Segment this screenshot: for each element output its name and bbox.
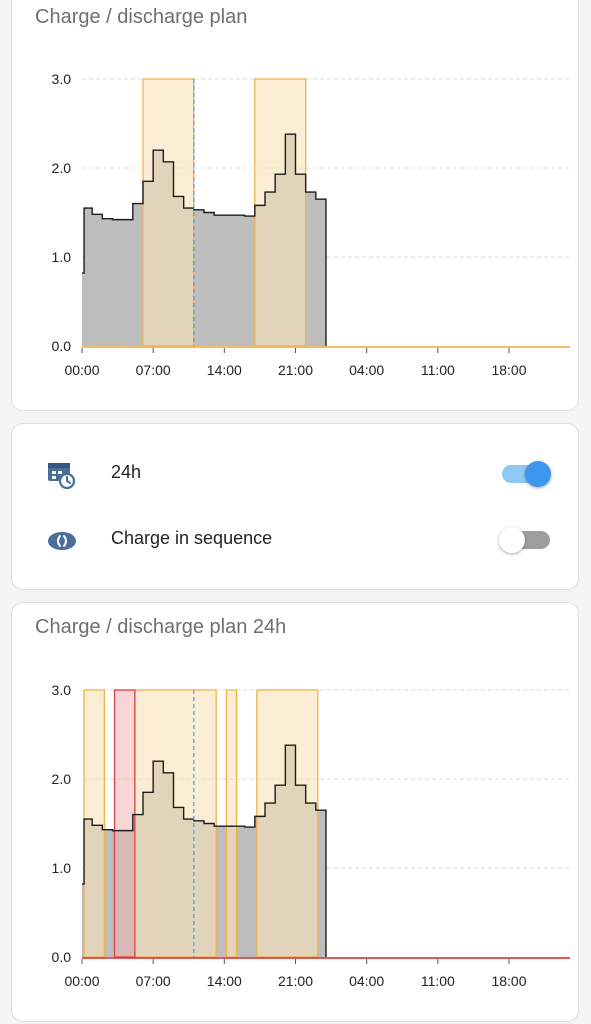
x-tick-label: 21:00	[278, 973, 313, 989]
toggle-24h[interactable]	[499, 459, 553, 489]
charge-discharge-chart: 0.0 1.0 2.0 3.0 00:00 07:00 14:00 21:00 04:00 11:…	[52, 71, 570, 378]
y-tick-label: 0.0	[52, 338, 72, 354]
toggle-knob	[525, 461, 551, 487]
charge-window-bar	[134, 689, 217, 958]
plan-24h-card: Charge / discharge plan 24h 0.0 1.0 2.0 3.0…	[11, 602, 579, 1022]
x-tick-label: 11:00	[421, 362, 455, 378]
toggle-knob	[499, 527, 525, 553]
plan-card: Charge / discharge plan 0.0 1.0 2.0 3.0 00:0…	[11, 0, 579, 411]
charge-window-bar	[254, 78, 307, 347]
consumption-line	[82, 133, 327, 346]
y-tick-label: 2.0	[52, 771, 72, 787]
card-title: Charge / discharge plan	[35, 6, 248, 28]
calendar-clock-icon	[46, 459, 78, 491]
x-tick-label: 04:00	[349, 973, 384, 989]
y-tick-label: 2.0	[52, 160, 72, 176]
consumption-line	[82, 744, 327, 957]
y-tick-label: 1.0	[52, 249, 72, 265]
x-tick-label: 18:00	[491, 362, 526, 378]
card-title: Charge / discharge plan 24h	[35, 616, 287, 638]
x-tick-label: 11:00	[421, 973, 455, 989]
x-tick-label: 04:00	[349, 362, 384, 378]
y-tick-label: 3.0	[52, 71, 72, 87]
x-tick-label: 07:00	[136, 362, 171, 378]
y-tick-label: 0.0	[52, 949, 72, 965]
toggle-charge-in-sequence[interactable]	[499, 525, 553, 555]
x-tick-label: 14:00	[207, 973, 242, 989]
setting-label-24h: 24h	[111, 462, 142, 482]
charge-window-bar	[256, 689, 319, 958]
x-tick-label: 00:00	[64, 973, 99, 989]
charge-discharge-24h-chart: 0.0 1.0 2.0 3.0 00:00 07:00 14:00 21:00 04:00 11:…	[52, 682, 570, 989]
charge-window-bar	[225, 689, 238, 958]
sequence-icon	[46, 525, 78, 557]
charge-window-bar	[83, 689, 106, 958]
y-tick-label: 1.0	[52, 860, 72, 876]
x-tick-label: 14:00	[207, 362, 242, 378]
settings-card: 24h Charge in sequence	[11, 423, 579, 590]
x-tick-label: 21:00	[278, 362, 313, 378]
discharge-window-bar	[113, 689, 136, 958]
x-tick-label: 00:00	[64, 362, 99, 378]
x-tick-label: 18:00	[491, 973, 526, 989]
x-tick-label: 07:00	[136, 973, 171, 989]
y-tick-label: 3.0	[52, 682, 72, 698]
setting-label-charge-in-sequence: Charge in sequence	[111, 528, 273, 548]
